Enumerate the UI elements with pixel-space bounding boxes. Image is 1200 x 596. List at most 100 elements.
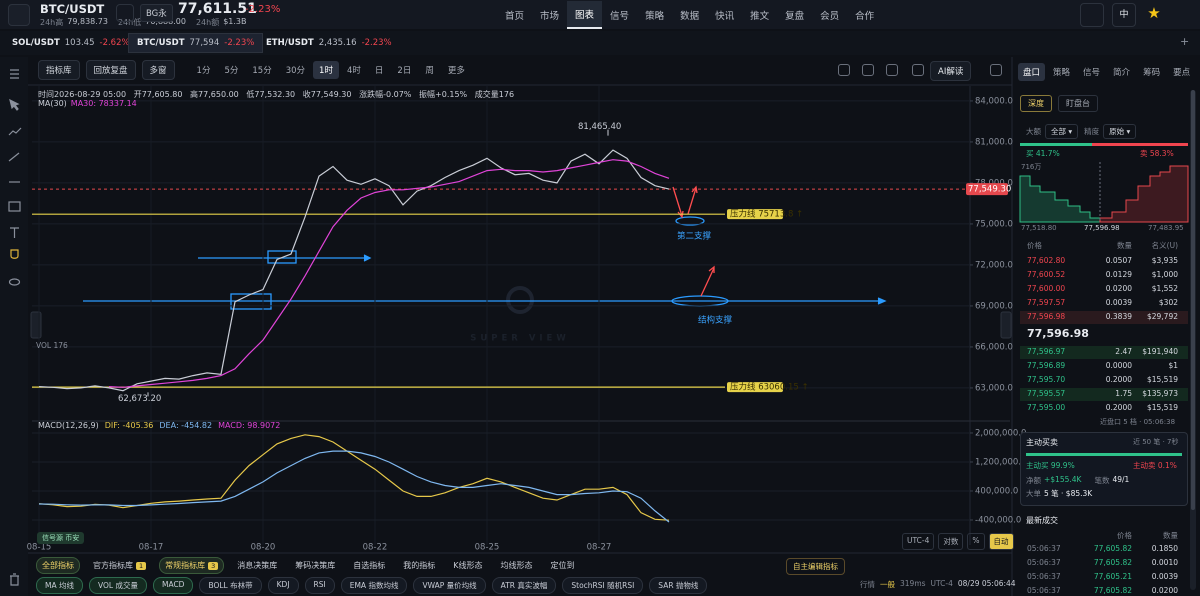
exchange-pill[interactable]: BG永 [140, 4, 173, 22]
side-subtab[interactable]: 盯盘台 [1058, 95, 1098, 112]
nav-item[interactable]: 市场 [540, 10, 560, 22]
interval-button[interactable]: 4时 [346, 66, 361, 76]
interval-button[interactable]: 1分 [196, 66, 211, 76]
bid-cell: 77,595.00 [1027, 403, 1066, 412]
indicator-chip[interactable]: VOL 成交量 [89, 577, 147, 594]
indicator-chip[interactable]: MACD [152, 577, 194, 594]
stat-value: $1.3B [223, 17, 247, 26]
indicator-chip[interactable]: RSI [304, 577, 335, 594]
toolbar-icon[interactable] [990, 64, 1002, 76]
indicator-chip[interactable]: VWAP 量价均线 [413, 577, 486, 594]
collapse-handle[interactable] [1000, 311, 1012, 339]
axis-button[interactable]: UTC-4 [902, 533, 935, 550]
toolbar-icon[interactable] [886, 64, 898, 76]
indicator-tab[interactable]: 全部指标 [36, 557, 80, 574]
side-tab[interactable]: 盘口 [1018, 63, 1046, 81]
indicator-tab[interactable]: 自选指标 [348, 558, 390, 573]
side-tab[interactable]: 信号 [1083, 68, 1101, 78]
lang-button[interactable]: 中 [1112, 3, 1136, 27]
nav-item[interactable]: 复盘 [785, 10, 805, 22]
indicator-tab[interactable]: 消息决策库 [232, 558, 282, 573]
trades-title: 最新成交 [1026, 516, 1058, 525]
indicator-tab[interactable]: 筹码决策库 [290, 558, 340, 573]
tool-icons[interactable] [8, 69, 22, 586]
indicator-tab[interactable]: 官方指标库 1 [88, 558, 151, 573]
x-tick-label: 08-20 [251, 543, 276, 553]
interval-button[interactable]: 2日 [397, 66, 412, 76]
toolbar-icon[interactable] [912, 64, 924, 76]
nav-item[interactable]: 数据 [680, 10, 700, 22]
nav-item[interactable]: 策略 [645, 10, 665, 22]
custom-indicator[interactable]: 自主编辑指标 [786, 558, 845, 575]
indicator-tab[interactable]: 常规指标库 3 [159, 557, 225, 574]
back-button[interactable] [8, 4, 30, 26]
ticker-tab[interactable]: ETH/USDT 2,435.16 -2.23% [258, 33, 400, 53]
side-tab[interactable]: 筹码 [1143, 68, 1161, 78]
indicator-chip[interactable]: BOLL 布林带 [199, 577, 262, 594]
indicator-tab[interactable]: 我的指标 [398, 558, 440, 573]
side-tab[interactable]: 简介 [1113, 68, 1131, 78]
ai-button[interactable]: AI解读 [930, 61, 972, 81]
filter-select[interactable]: 全部 ▾ [1045, 124, 1079, 139]
favorite-button[interactable]: ★ [1147, 4, 1161, 22]
axis-button[interactable]: 自动 [988, 533, 1014, 550]
indicator-tab[interactable]: 定位到 [546, 558, 580, 573]
side-tab[interactable]: 要点 [1173, 68, 1191, 78]
ask-cell: 0.0129 [1105, 270, 1132, 279]
nav-item[interactable]: 推文 [750, 10, 770, 22]
indicator-chip[interactable]: EMA 指数均线 [340, 577, 408, 594]
tool-button[interactable]: 多窗 [141, 60, 175, 80]
indicator-chip[interactable]: StochRSI 随机RSI [562, 577, 644, 594]
axis-button[interactable]: % [967, 533, 985, 550]
filter-label: 大额 [1026, 127, 1041, 136]
ask-cell: $3,935 [1151, 256, 1178, 265]
axis-buttons: UTC-4 对数% 自动 [902, 533, 1014, 550]
nav-item[interactable]: 首页 [505, 10, 525, 22]
interval-button[interactable]: 5分 [224, 66, 239, 76]
indicator-chip[interactable]: SAR 抛物线 [649, 577, 708, 594]
scroll-thumb[interactable] [1191, 90, 1195, 510]
ratio-buy-bar [1020, 143, 1092, 146]
ticker-add[interactable]: + [1180, 35, 1190, 48]
axis-button[interactable]: 对数 [938, 533, 964, 550]
indicator-tab[interactable]: K线形态 [448, 558, 487, 573]
filter-select[interactable]: 原始 ▾ [1103, 124, 1137, 139]
source-pill[interactable]: 信号源 币安 [37, 532, 85, 544]
side-subtab[interactable]: 深度 [1020, 95, 1052, 112]
side-tab[interactable]: 策略 [1053, 68, 1071, 78]
search-button[interactable] [116, 4, 134, 22]
indicator-chip[interactable]: KDJ [267, 577, 299, 594]
nav-item[interactable]: 快讯 [715, 10, 735, 22]
interval-button[interactable]: 日 [374, 66, 384, 76]
ticker-tab[interactable]: BTC/USDT 77,594 -2.23% [128, 33, 264, 53]
indicator-tab[interactable]: 均线形态 [496, 558, 538, 573]
symbol[interactable]: BTC/USDT [40, 2, 105, 16]
interval-button[interactable]: 1时 [313, 61, 339, 79]
toolbar-icon[interactable] [862, 64, 874, 76]
interval-button[interactable]: 周 [425, 66, 434, 76]
tool-button[interactable]: 回放复盘 [85, 60, 136, 80]
ask-cell: 77,596.98 [1027, 312, 1066, 321]
tool-button[interactable]: 指标库 [38, 60, 80, 80]
net-value: +$155.4K [1044, 475, 1082, 484]
interval-button[interactable]: 15分 [252, 66, 272, 76]
book-note: 近盘口 5 档 · 05:06:38 [1100, 418, 1176, 426]
ticker-tab[interactable]: SOL/USDT 103.45 -2.62% [4, 33, 138, 53]
ma-name: MA(30) [38, 99, 67, 108]
indicator-chip[interactable]: ATR 真实波幅 [491, 577, 557, 594]
more-button[interactable]: 更多 [447, 66, 465, 76]
stat-label: 24h低 [117, 18, 142, 27]
nav-item[interactable]: 合作 [855, 10, 875, 22]
tool-column [0, 57, 28, 596]
indicator-chip[interactable]: MA 均线 [36, 577, 83, 594]
nav-item[interactable]: 信号 [610, 10, 630, 22]
toolbar-icon[interactable] [838, 64, 850, 76]
bid-cell: $15,519 [1146, 375, 1178, 384]
nav-item[interactable]: 会员 [820, 10, 840, 22]
big-label: 大单 [1026, 489, 1041, 498]
bid-cell: 77,595.57 [1027, 389, 1066, 398]
nav-item[interactable]: 图表 [567, 0, 603, 29]
theme-button[interactable] [1080, 3, 1104, 27]
interval-button[interactable]: 30分 [285, 66, 306, 76]
bid-cell: 0.2000 [1105, 375, 1132, 384]
